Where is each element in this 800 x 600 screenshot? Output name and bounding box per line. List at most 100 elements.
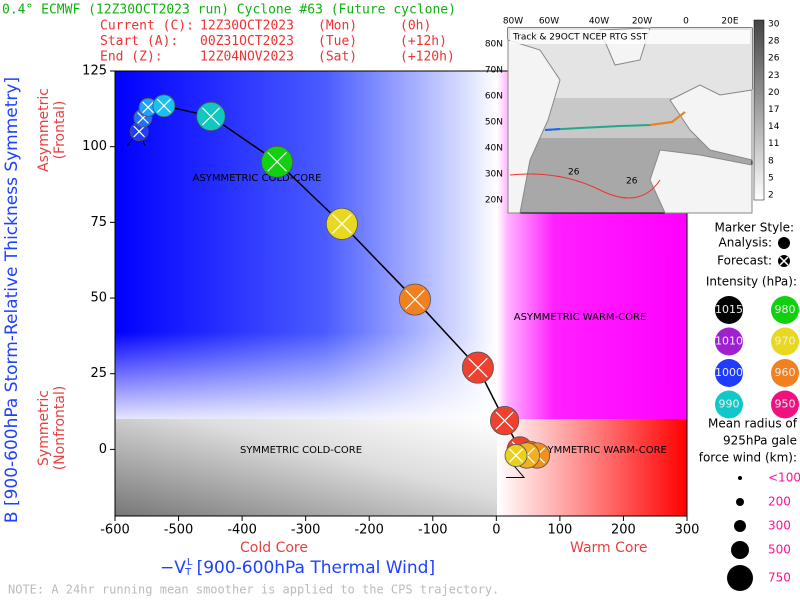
lon-label: 60W (539, 17, 559, 27)
colorbar-label: 8 (768, 156, 774, 166)
intensity-swatch (771, 327, 799, 356)
radius-swatch (727, 565, 753, 591)
y-bottom-label-line: (Nonfrontal) (52, 386, 68, 471)
lon-label: 40W (589, 17, 609, 27)
lat-label: 60N (485, 92, 503, 102)
x-tick-label: 0 (492, 523, 500, 538)
intensity-label: 970 (775, 335, 796, 348)
intensity-swatch (715, 296, 743, 324)
y-top-label: Asymmetric(Frontal) (36, 88, 68, 172)
forecast-cross (156, 98, 171, 113)
inset-title: Track & 29OCT NCEP RTG SST (512, 33, 648, 43)
cold-core-label: Cold Core (240, 540, 308, 556)
intensity-label: 1015 (715, 303, 743, 316)
header-day: (Sat) (318, 50, 357, 65)
lon-label: 20W (632, 17, 652, 27)
y-bottom-label: Symmetric(Nonfrontal) (36, 386, 68, 471)
forecast-cross (468, 357, 488, 378)
intensity-swatch (715, 390, 743, 419)
lat-label: 70N (485, 66, 503, 76)
x-tick-label: 200 (611, 523, 636, 538)
contour-label: 26 (568, 168, 580, 178)
header-lead: (+12h) (400, 34, 447, 49)
lon-label: 0 (683, 17, 689, 27)
quadrant-label: ASYMMETRIC WARM-CORE (514, 312, 647, 323)
header-day: (Tue) (318, 34, 357, 49)
colorbar-label: 30 (768, 20, 780, 30)
lat-label: 80N (485, 40, 503, 50)
contour-label: 26 (626, 177, 638, 187)
intensity-label: 980 (775, 303, 796, 316)
colorbar-label: 14 (768, 122, 780, 132)
x-tick-label: 100 (547, 523, 572, 538)
intensity-label: 1000 (715, 366, 743, 379)
quadrant-label: SYMMETRIC WARM-CORE (541, 445, 667, 456)
radius-swatch (738, 476, 742, 480)
forecast-cross (405, 289, 425, 310)
forecast-cross (142, 101, 154, 114)
x-tick-label: -400 (227, 523, 257, 538)
intensity-swatch (771, 296, 799, 324)
header-lines: Current (C): 12Z30OCT2023 (Mon) (0h) Start (… (100, 19, 455, 65)
inset-map: Track & 29OCT NCEP RTG SST 26 26 (507, 19, 765, 214)
forecast-cross (779, 256, 789, 266)
intensity-label: 950 (775, 398, 796, 411)
y-top-label-line: Asymmetric (36, 88, 52, 172)
colorbar-label: 23 (768, 71, 779, 81)
legend-analysis: Analysis: (719, 236, 772, 250)
forecast-cross (133, 125, 145, 138)
header-time: 12Z30OCT2023 (200, 19, 294, 34)
legend-forecast: Forecast: (717, 254, 772, 268)
intensity-swatch (771, 359, 799, 387)
legend-intensity-title: Intensity (hPa): (706, 275, 797, 289)
x-axis-sup: L (187, 557, 193, 568)
note: NOTE: A 24hr running mean smoother is ap… (8, 583, 499, 597)
intensity-swatch (715, 327, 743, 356)
y-tick-label: 125 (82, 64, 107, 79)
end-glyph (506, 463, 526, 478)
forecast-cross (332, 214, 352, 234)
warm-core-label: Warm Core (570, 540, 648, 556)
radius-swatch (731, 541, 749, 559)
forecast-cross (495, 411, 514, 430)
lat-label: 40N (485, 144, 503, 154)
y-tick-label: 75 (90, 215, 107, 230)
analysis-marker (778, 237, 790, 249)
x-tick-label: -200 (354, 523, 384, 538)
intensity-label: 1010 (715, 335, 743, 348)
x-axis-sub: T (184, 567, 192, 578)
radius-label: 300 (768, 519, 791, 533)
header-label: End (Z): (100, 50, 163, 65)
x-tick-label: -100 (418, 523, 448, 538)
colorbar-label: 17 (768, 105, 779, 115)
legend-items: 1015 980 1010 970 1000 960 990 950 <100 200 300 500… (715, 296, 800, 591)
colorbar-label: 11 (768, 139, 779, 149)
x-axis-symbol: −V (160, 558, 186, 578)
intensity-label: 960 (775, 366, 796, 379)
x-tick-label: -300 (291, 523, 321, 538)
x-axis-text: [900-600hPa Thermal Wind] (191, 558, 435, 578)
title: 0.4° ECMWF (12Z30OCT2023 run) Cyclone #6… (2, 3, 456, 18)
header-time: 12Z04NOV2023 (200, 50, 294, 65)
legend-radius-title: 925hPa gale (723, 434, 797, 448)
colorbar-label: 2 (768, 191, 774, 201)
y-tick-label: 50 (90, 291, 107, 306)
intensity-swatch (771, 390, 799, 419)
x-tick-label: -600 (100, 523, 130, 538)
y-tick-label: 0 (99, 442, 107, 457)
radius-label: 200 (768, 495, 791, 509)
header-label: Start (A): (100, 34, 178, 49)
legend-title: Marker Style: (715, 221, 794, 235)
header-label: Current (C): (100, 19, 194, 34)
legend: Marker Style: Analysis: Forecast: Intens… (699, 221, 798, 465)
forecast-cross (267, 152, 287, 172)
intensity-label: 990 (719, 398, 740, 411)
header-lead: (0h) (400, 19, 431, 34)
forecast-cross (202, 107, 220, 126)
y-top-label-line: (Frontal) (52, 101, 68, 160)
y-tick-label: 100 (82, 139, 107, 154)
radius-label: <100 (768, 471, 800, 485)
forecast-cross (508, 448, 524, 463)
header-day: (Mon) (318, 19, 357, 34)
